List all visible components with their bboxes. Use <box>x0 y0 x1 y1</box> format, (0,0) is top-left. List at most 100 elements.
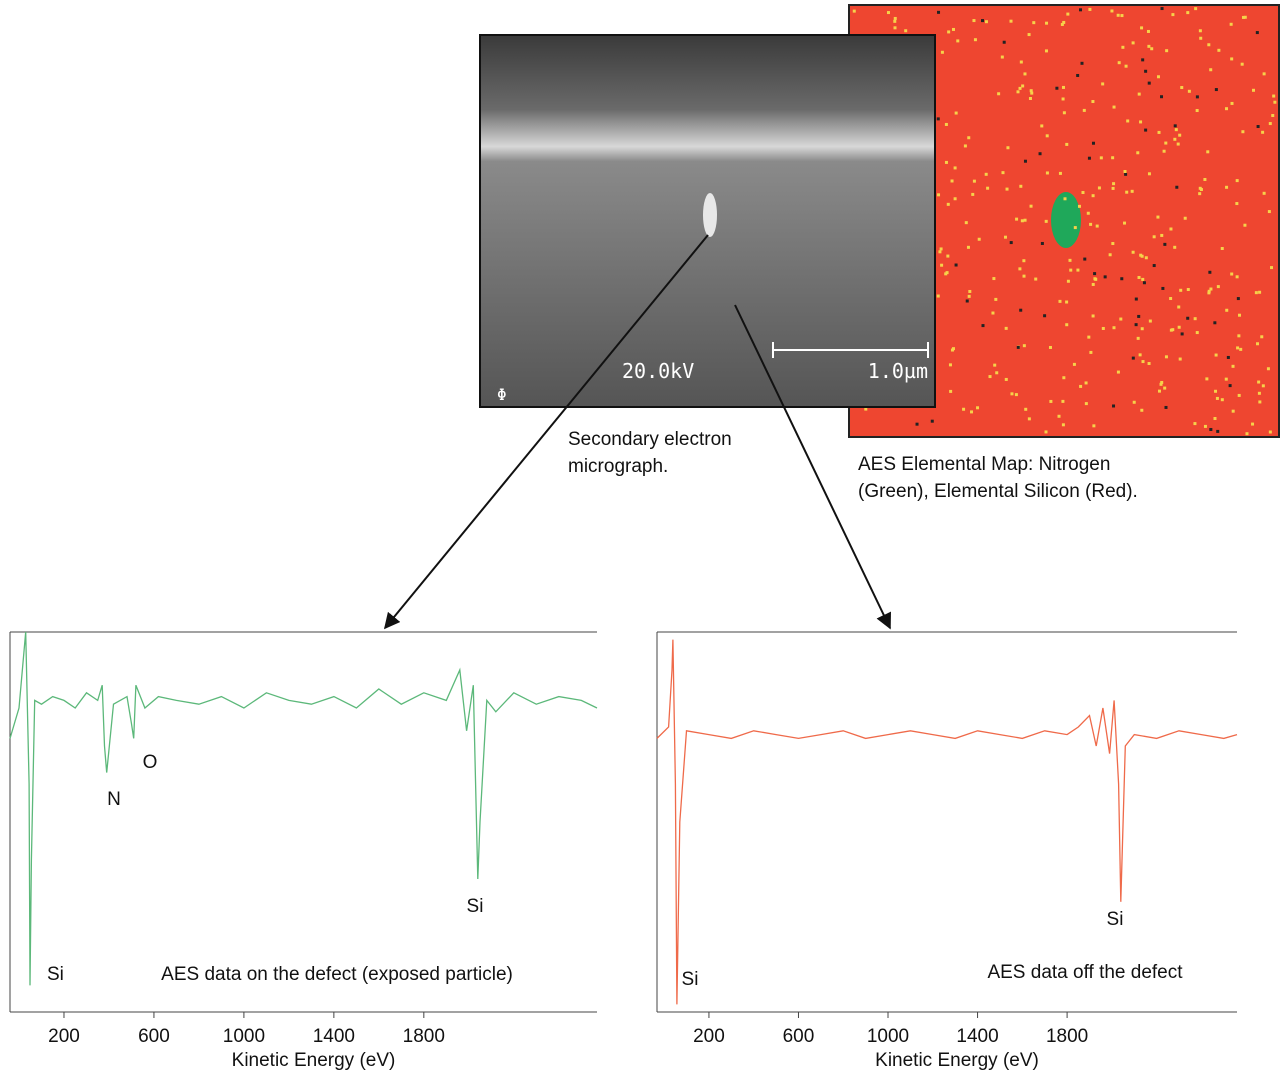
map-pixel <box>1225 107 1229 111</box>
map-pixel <box>1134 297 1138 301</box>
map-pixel <box>1082 108 1086 112</box>
map-pixel <box>1214 389 1218 393</box>
map-pixel <box>1141 277 1145 281</box>
map-pixel <box>1061 399 1065 403</box>
map-pixel <box>1111 242 1115 246</box>
map-pixel <box>893 26 897 30</box>
map-pixel <box>1262 72 1266 76</box>
map-pixel <box>1022 274 1026 278</box>
map-pixel <box>1187 89 1191 93</box>
map-pixel <box>1186 316 1190 320</box>
map-pixel <box>1101 326 1105 330</box>
voltage-label: 20.0kV <box>622 359 694 383</box>
map-pixel <box>1125 190 1129 194</box>
map-pixel <box>1231 409 1235 413</box>
map-pixel <box>930 419 934 423</box>
map-pixel <box>1081 191 1085 195</box>
map-pixel <box>1140 26 1144 30</box>
map-pixel <box>944 122 948 126</box>
map-pixel <box>1236 297 1240 301</box>
map-pixel <box>1014 393 1018 397</box>
map-pixel <box>1261 384 1265 388</box>
map-pixel <box>1022 259 1026 263</box>
map-pixel <box>1273 100 1277 104</box>
map-pixel <box>1239 347 1243 351</box>
map-pixel <box>864 407 868 411</box>
map-pixel <box>1088 7 1092 11</box>
map-pixel <box>1146 29 1150 33</box>
map-pixel <box>995 371 999 375</box>
map-pixel <box>1112 105 1116 109</box>
map-pixel <box>1058 299 1062 303</box>
map-pixel <box>1062 20 1066 24</box>
map-pixel <box>1169 227 1173 231</box>
map-pixel <box>1194 7 1198 11</box>
map-pixel <box>1111 186 1115 190</box>
arrow <box>734 304 891 630</box>
map-pixel <box>1173 124 1177 128</box>
map-pixel <box>1065 142 1069 146</box>
map-pixel <box>1175 185 1179 189</box>
map-pixel <box>1216 429 1220 433</box>
map-pixel <box>1266 367 1270 371</box>
map-pixel <box>1165 49 1169 53</box>
map-pixel <box>1163 386 1167 390</box>
map-pixel <box>1097 186 1101 190</box>
map-pixel <box>986 186 990 190</box>
map-pixel <box>1245 432 1249 436</box>
map-pixel <box>956 39 960 43</box>
map-pixel <box>1023 159 1027 163</box>
map-pixel <box>1161 286 1165 290</box>
map-pixel <box>1006 146 1010 150</box>
map-pixel <box>1164 405 1168 409</box>
map-pixel <box>1215 396 1219 400</box>
map-pixel <box>1126 119 1130 123</box>
map-pixel <box>939 247 943 251</box>
map-pixel <box>1235 275 1239 279</box>
map-pixel <box>1091 141 1095 145</box>
map-pixel <box>1137 92 1141 96</box>
map-pixel <box>1144 256 1148 260</box>
map-pixel <box>1140 408 1144 412</box>
map-pixel <box>1110 9 1114 13</box>
map-pixel <box>1073 226 1077 230</box>
map-pixel <box>1000 55 1004 59</box>
map-pixel <box>1207 43 1211 47</box>
map-pixel <box>1241 130 1245 134</box>
map-pixel <box>1254 291 1258 295</box>
map-pixel <box>1238 313 1242 317</box>
map-pixel <box>1015 217 1019 221</box>
map-pixel <box>993 363 997 367</box>
map-pixel <box>1228 384 1232 388</box>
map-pixel <box>1150 47 1154 51</box>
map-pixel <box>904 29 908 33</box>
map-pixel <box>1084 381 1088 385</box>
map-pixel <box>991 311 995 315</box>
map-pixel <box>1016 345 1020 349</box>
map-pixel <box>1116 370 1120 374</box>
x-tick-label: 600 <box>138 1026 170 1047</box>
x-axis-label: Kinetic Energy (eV) <box>875 1050 1039 1071</box>
map-pixel <box>972 179 976 183</box>
map-pixel <box>954 263 958 267</box>
map-pixel <box>893 16 897 20</box>
map-pixel <box>1203 177 1207 181</box>
map-pixel <box>1160 380 1164 384</box>
map-pixel <box>1009 19 1013 23</box>
map-pixel <box>1270 266 1274 270</box>
map-pixel <box>937 193 941 197</box>
map-pixel <box>1131 250 1135 254</box>
map-pixel <box>1010 392 1014 396</box>
map-pixel <box>1044 219 1048 223</box>
map-pixel <box>1147 362 1151 366</box>
map-pixel <box>1174 128 1178 132</box>
x-tick-label: 1800 <box>403 1026 445 1047</box>
map-pixel <box>997 92 1001 96</box>
caption: Secondary electron <box>568 429 732 450</box>
map-pixel <box>1208 270 1212 274</box>
map-pixel <box>1147 172 1151 176</box>
map-pixel <box>1079 8 1083 12</box>
map-pixel <box>1136 336 1140 340</box>
map-pixel <box>1230 272 1234 276</box>
map-pixel <box>915 422 919 426</box>
